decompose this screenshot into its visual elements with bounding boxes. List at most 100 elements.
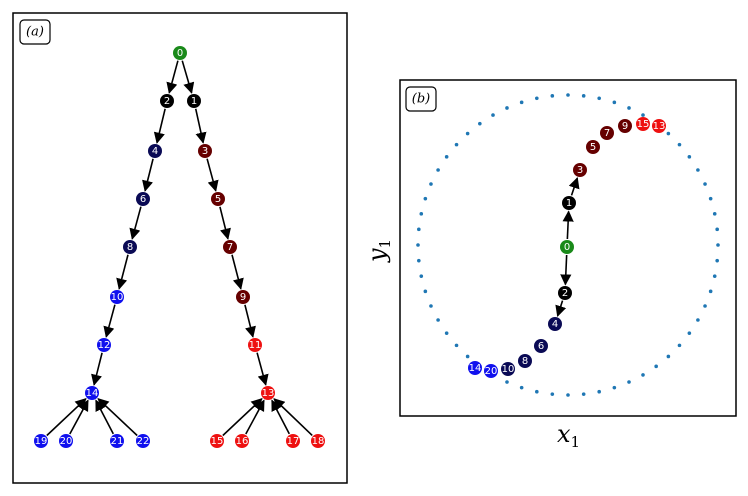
circle-dot — [597, 96, 601, 101]
tree-node-label: 0 — [177, 48, 183, 59]
tree-node-label: 20 — [60, 436, 73, 447]
embed-node-1: 1 — [562, 196, 576, 210]
y-axis-label: y1 — [363, 239, 394, 263]
tree-node-label: 15 — [211, 436, 224, 447]
embed-node-circle — [560, 240, 574, 254]
tree-node-15: 15 — [210, 434, 224, 448]
embed-node-circle — [652, 119, 666, 133]
tree-node-label: 4 — [152, 146, 158, 157]
tree-edge-2-4 — [153, 108, 166, 144]
embed-arrow-0-1 — [562, 210, 574, 240]
circle-dot — [627, 106, 631, 110]
embed-arrow-1-3 — [568, 177, 580, 196]
circle-dot — [696, 168, 700, 172]
embed-node-circle — [600, 126, 614, 140]
embed-node-label: 14 — [469, 363, 482, 374]
tree-node-circle — [34, 434, 48, 448]
embed-node-label: 20 — [485, 366, 498, 377]
tree-node-circle — [136, 434, 150, 448]
circle-dot — [436, 318, 440, 322]
tree-node-label: 18 — [312, 436, 325, 447]
circle-dot — [566, 93, 570, 97]
circle-dot — [712, 274, 717, 278]
tree-node-label: 13 — [262, 388, 275, 399]
circle-dot — [641, 113, 645, 117]
embed-node-7: 7 — [600, 126, 614, 140]
circle-dot — [419, 274, 424, 278]
tree-node-circle — [223, 240, 237, 254]
tree-node-label: 17 — [287, 436, 300, 447]
circle-dot — [550, 392, 555, 396]
tree-node-label: 11 — [249, 340, 262, 351]
embed-node-circle — [484, 364, 498, 378]
circle-dot — [444, 155, 449, 159]
tree-node-circle — [248, 338, 262, 352]
circle-dot — [491, 113, 495, 117]
embed-node-14: 14 — [468, 361, 482, 375]
tree-node-22: 22 — [136, 434, 150, 448]
circle-dot — [535, 389, 539, 394]
tree-node-label: 6 — [140, 194, 146, 205]
circle-dot — [654, 364, 658, 369]
embed-node-label: 7 — [604, 128, 610, 139]
panel-a-tag: (a) — [26, 25, 44, 40]
tree-edge-9-11 — [244, 304, 256, 338]
tree-node-8: 8 — [123, 240, 137, 254]
tree-edge-4-6 — [142, 158, 154, 192]
circle-dot — [687, 331, 692, 335]
tree-node-6: 6 — [136, 192, 150, 206]
embed-node-10: 10 — [501, 362, 515, 376]
circle-dot — [666, 131, 671, 136]
tree-node-label: 19 — [35, 436, 48, 447]
circle-dot — [666, 354, 671, 359]
embed-node-2: 2 — [558, 286, 572, 300]
circle-dot — [687, 155, 692, 159]
circle-dot — [696, 318, 700, 322]
tree-node-0: 0 — [173, 46, 187, 60]
tree-node-9: 9 — [236, 290, 250, 304]
embed-node-circle — [518, 354, 532, 368]
tree-node-label: 5 — [215, 194, 221, 205]
circle-dot — [429, 182, 433, 186]
embed-node-6: 6 — [534, 339, 548, 353]
embed-node-circle — [548, 317, 562, 331]
embed-node-circle — [501, 362, 515, 376]
embed-node-label: 3 — [577, 165, 583, 176]
tree-node-11: 11 — [248, 338, 262, 352]
tree-node-circle — [187, 94, 201, 108]
tree-node-label: 22 — [137, 436, 150, 447]
tree-node-21: 21 — [110, 434, 124, 448]
circle-dot — [423, 289, 428, 294]
tree-node-16: 16 — [235, 434, 249, 448]
circle-dot — [444, 331, 449, 335]
tree-node-3: 3 — [198, 144, 212, 158]
embed-node-label: 5 — [590, 142, 596, 153]
embed-node-9: 9 — [618, 119, 632, 133]
tree-edge-7-9 — [231, 254, 244, 290]
circle-dot — [581, 94, 586, 98]
circle-dot — [465, 354, 470, 359]
circle-dot — [581, 392, 586, 396]
embed-node-label: 1 — [566, 198, 572, 209]
circle-dot — [677, 142, 682, 147]
embed-arrow-0-2 — [560, 254, 572, 286]
tree-node-circle — [59, 434, 73, 448]
tree-edges — [46, 60, 313, 437]
embed-node-8: 8 — [518, 354, 532, 368]
embed-node-20: 20 — [484, 364, 498, 378]
tree-edge-18-13 — [273, 398, 313, 437]
tree-node-label: 14 — [86, 388, 99, 399]
embed-node-0: 0 — [560, 240, 574, 254]
tree-node-label: 21 — [111, 436, 124, 447]
embed-node-13: 13 — [652, 119, 666, 133]
circle-dot — [597, 389, 601, 394]
tree-edge-0-2 — [166, 60, 179, 94]
tree-node-label: 9 — [240, 292, 246, 303]
embed-node-label: 6 — [538, 341, 544, 352]
circle-dot — [716, 243, 720, 247]
tree-node-12: 12 — [97, 338, 111, 352]
tree-node-circle — [110, 434, 124, 448]
tree-node-1: 1 — [187, 94, 201, 108]
embed-node-circle — [468, 361, 482, 375]
